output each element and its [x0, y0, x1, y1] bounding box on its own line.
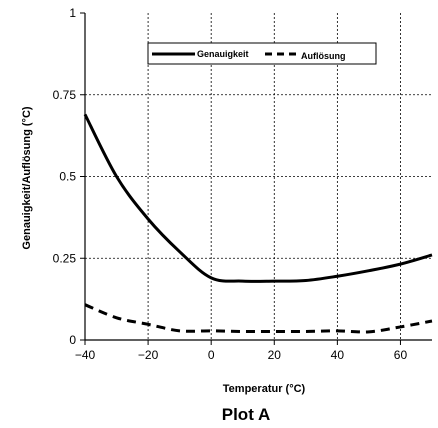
gridlines [85, 13, 432, 340]
y-tick-label: 0.25 [53, 251, 77, 265]
x-tick-label: 0 [208, 348, 215, 362]
y-axis-ticks: 0 0.25 0.5 0.75 1 [53, 6, 85, 347]
x-tick-label: −20 [138, 348, 159, 362]
chart-caption: Plot A [222, 405, 270, 424]
series-line-aufl-sung [84, 303, 433, 334]
y-tick-label: 0 [69, 333, 76, 347]
legend-label-genauigkeit: Genauigkeit [197, 49, 249, 59]
x-axis-title: Temperatur (°C) [223, 383, 306, 395]
series-lines [83, 113, 433, 334]
series-line-genauigkeit [83, 113, 433, 283]
x-tick-label: −40 [75, 348, 96, 362]
legend: Genauigkeit Auflösung [147, 42, 377, 65]
y-tick-label: 0.5 [59, 170, 76, 184]
x-tick-label: 40 [331, 348, 345, 362]
x-tick-label: 60 [394, 348, 408, 362]
x-axis-ticks: −40 −20 0 20 40 60 [75, 340, 408, 362]
y-tick-label: 1 [69, 6, 76, 20]
y-tick-label: 0.75 [53, 88, 77, 102]
x-tick-label: 20 [268, 348, 282, 362]
legend-label-aufloesung: Auflösung [301, 51, 346, 61]
y-axis-title: Genauigkeit/Auflösung (°C) [21, 106, 33, 249]
legend-box [147, 42, 377, 65]
